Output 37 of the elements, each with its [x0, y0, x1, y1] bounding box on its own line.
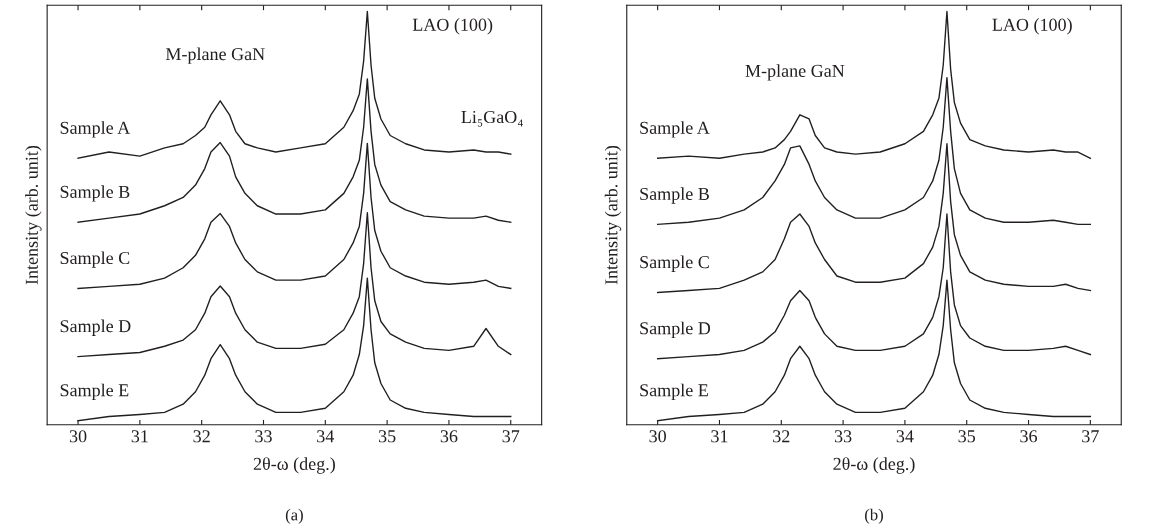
series-label: Sample C: [60, 251, 130, 268]
series-label: Sample E: [60, 383, 129, 400]
annotation: LAO (100): [992, 18, 1072, 35]
x-tick-label: 37: [1082, 430, 1099, 443]
x-axis-title: 2θ-ω (deg.): [833, 457, 915, 474]
x-tick-label: 34: [896, 430, 914, 443]
annotation: LAO (100): [412, 18, 493, 35]
x-tick-label: 30: [649, 430, 666, 443]
x-tick-label: 32: [773, 430, 790, 443]
annotation: Li₅GaO₄: [461, 110, 523, 127]
x-tick-label: 32: [193, 430, 210, 443]
y-axis-title: Intensity (arb. unit): [604, 145, 622, 285]
text: (a): [285, 508, 303, 524]
text: (b): [865, 508, 883, 524]
series-label: Sample C: [640, 255, 709, 272]
series-label: Sample B: [60, 185, 130, 202]
series-label: Sample D: [640, 321, 711, 339]
series-label: Sample E: [640, 383, 708, 400]
x-tick-label: 33: [834, 430, 852, 443]
series-label: Sample A: [640, 121, 710, 138]
x-tick-label: 35: [378, 430, 396, 443]
x-tick-label: 31: [711, 430, 728, 443]
x-tick-label: 30: [69, 430, 87, 443]
annotation: M-plane GaN: [165, 47, 265, 64]
y-axis-title: Intensity (arb. unit): [25, 145, 42, 285]
x-tick-label: 37: [502, 430, 520, 443]
series-label: Sample D: [60, 319, 131, 336]
series-label: Sample B: [640, 187, 709, 204]
annotation: M-plane GaN: [745, 64, 845, 81]
x-tick-label: 31: [131, 430, 148, 443]
x-tick-label: 35: [958, 430, 976, 443]
x-tick-label: 36: [440, 430, 458, 443]
x-tick-label: 34: [317, 430, 335, 443]
x-tick-label: 36: [1020, 430, 1038, 443]
x-tick-label: 33: [255, 430, 272, 443]
x-axis-title: 2θ-ω (deg.): [253, 457, 335, 474]
series-label: Sample A: [60, 121, 131, 138]
